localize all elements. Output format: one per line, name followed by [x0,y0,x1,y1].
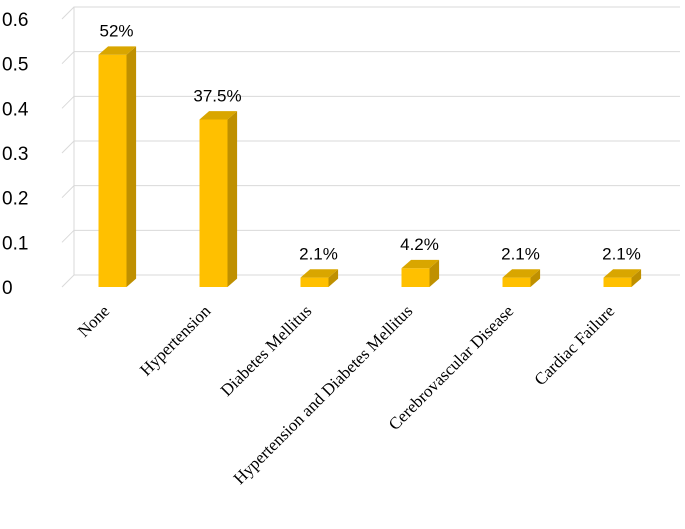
bar-top [300,269,339,278]
gridline [61,140,680,154]
bar-side [126,46,137,288]
x-tick-label: None [74,301,113,340]
gridline [61,274,680,288]
y-tick-label: 0.5 [2,55,28,76]
bar-side [328,269,339,287]
bar-side [631,269,642,287]
gridline [61,229,680,243]
gridlines [61,6,680,288]
data-label: 2.1% [501,245,540,264]
gridline [61,185,680,199]
y-tick-label: 0.4 [2,99,29,120]
x-tick-label: Diabetes Mellitus [217,301,316,400]
bar-top [199,111,238,120]
bar [401,259,440,287]
data-label: 2.1% [602,245,641,264]
bar [502,269,541,287]
x-tick-label: Cardiac Failure [530,301,618,389]
x-tick-label: Hypertension [136,301,215,380]
x-axis: None Hypertension Diabetes MellitusHyperte… [74,301,618,488]
data-label: 37.5% [193,87,241,106]
bar [300,269,339,287]
y-tick-label: 0.1 [2,233,28,254]
bar-top [401,259,440,269]
bar-side [429,259,440,287]
bar-front [98,54,127,287]
bar-side [227,111,238,287]
y-tick-label: 0.6 [2,10,28,31]
x-tick-label: Hypertension and Diabetes Mellitus [230,301,417,488]
bar [98,46,137,288]
bar-top [502,269,541,278]
data-label: 2.1% [299,245,338,264]
bar-side [530,269,541,287]
bar-top [98,46,137,55]
bars [98,46,642,288]
bar [603,269,642,287]
bar-top [603,269,642,278]
gridline [61,51,680,65]
data-label: 52% [99,22,133,41]
data-labels: 52% 37.5% 2.1% 4.2% 2.1% 2.1% [99,22,640,264]
data-label: 4.2% [400,235,439,254]
gridline [61,6,680,20]
bar [199,111,238,287]
bar-front [502,277,531,287]
bar-front [401,268,430,287]
bar-front [603,277,632,287]
bar-front [300,277,329,287]
y-axis: 0 0.1 0.2 0.3 0.4 0.5 0.6 [2,10,29,299]
gridline [61,95,680,109]
bar-front [199,119,228,287]
y-tick-label: 0.3 [2,144,28,165]
y-tick-label: 0 [2,278,13,299]
y-tick-label: 0.2 [2,189,28,210]
